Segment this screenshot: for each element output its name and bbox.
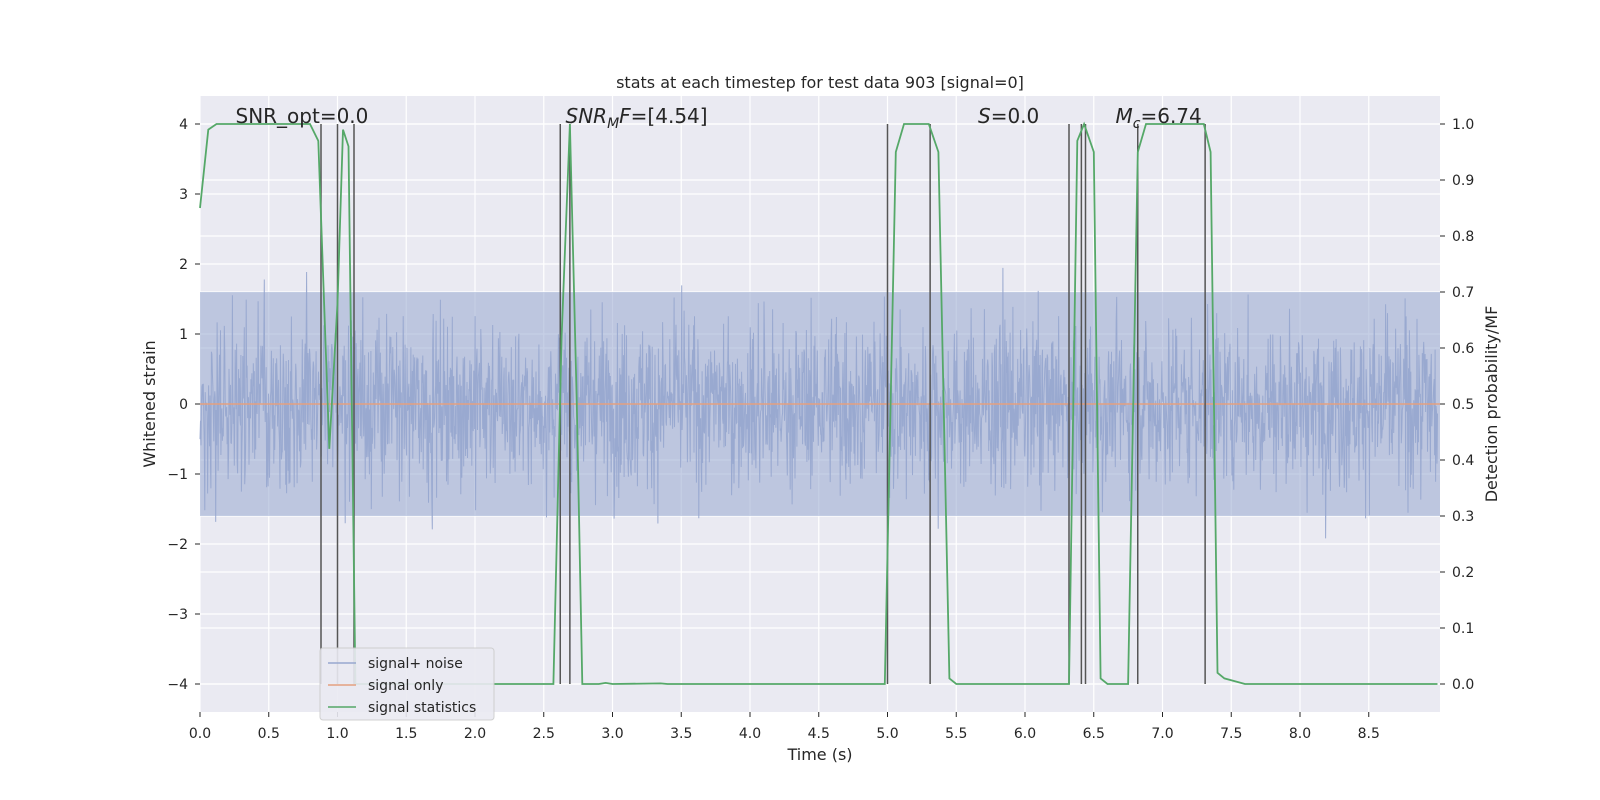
y-tick-label: 2: [179, 257, 188, 273]
y2-tick-label: 0.6: [1452, 341, 1474, 357]
detection-markers: [320, 124, 1206, 684]
x-tick-label: 6.0: [1014, 726, 1036, 742]
y-tick-label: 4: [179, 117, 188, 133]
x-tick-label: 1.0: [326, 726, 348, 742]
y2-axis-label: Detection probability/MF: [1482, 306, 1501, 503]
x-tick-label: 8.0: [1289, 726, 1311, 742]
x-tick-label: 8.5: [1358, 726, 1380, 742]
x-tick-label: 4.0: [739, 726, 761, 742]
annotation: SNR_opt=0.0: [236, 104, 369, 128]
y-tick-label: −3: [167, 607, 188, 623]
y2-tick-label: 0.5: [1452, 397, 1474, 413]
y-axis-label: Whitened strain: [140, 340, 159, 467]
signal-noise-series: [199, 267, 1440, 539]
legend-label-signal-only: signal only: [368, 678, 443, 694]
y-tick-label: 0: [179, 397, 188, 413]
y2-axis-ticks: 0.0 0.1 0.2 0.3 0.4 0.5 0.6 0.7 0.8 0.9 1.0: [1440, 117, 1474, 693]
y2-tick-label: 0.1: [1452, 621, 1474, 637]
y2-tick-label: 1.0: [1452, 117, 1474, 133]
x-tick-label: 7.5: [1220, 726, 1242, 742]
x-axis-ticks: 0.0 0.5 1.0 1.5 2.0 2.5 3.0 3.5 4.0 4.5 5.0 5.5 6.0 6…: [189, 712, 1380, 742]
x-tick-label: 2.5: [533, 726, 555, 742]
x-tick-label: 2.0: [464, 726, 486, 742]
legend-label-signal-noise: signal+ noise: [368, 656, 463, 672]
annotation: SNRMF=[4.54]: [566, 104, 708, 132]
signal-statistics-series: [199, 121, 1438, 685]
x-tick-label: 3.5: [670, 726, 692, 742]
y2-tick-label: 0.4: [1452, 453, 1474, 469]
x-tick-label: 7.0: [1151, 726, 1173, 742]
x-tick-label: 5.0: [876, 726, 898, 742]
x-tick-label: 6.5: [1083, 726, 1105, 742]
y-tick-label: −1: [167, 467, 188, 483]
x-tick-label: 3.0: [601, 726, 623, 742]
annotation: S=0.0: [978, 104, 1039, 128]
y-tick-label: −4: [167, 677, 188, 693]
annotations: SNR_opt=0.0 SNRMF=[4.54] S=0.0 Mc=6.74: [236, 104, 1202, 132]
annotation: Mc=6.74: [1116, 104, 1202, 132]
y2-tick-label: 0.3: [1452, 509, 1474, 525]
legend: signal+ noise signal only signal statist…: [319, 647, 495, 721]
legend-label-signal-statistics: signal statistics: [368, 700, 476, 716]
y-axis-ticks: −4 −3 −2 −1 0 1 2 3 4: [167, 117, 200, 693]
y-tick-label: −2: [167, 537, 188, 553]
chart-title: stats at each timestep for test data 903…: [616, 73, 1024, 92]
y2-tick-label: 0.0: [1452, 677, 1474, 693]
y2-tick-label: 0.7: [1452, 285, 1474, 301]
x-tick-label: 1.5: [395, 726, 417, 742]
y-tick-label: 1: [179, 327, 188, 343]
signal-statistics-line: [199, 121, 1438, 685]
y2-tick-label: 0.8: [1452, 229, 1474, 245]
x-tick-label: 0.0: [189, 726, 211, 742]
y2-tick-label: 0.9: [1452, 173, 1474, 189]
y2-tick-label: 0.2: [1452, 565, 1474, 581]
x-axis-label: Time (s): [786, 745, 852, 764]
y-tick-label: 3: [179, 187, 188, 203]
x-tick-label: 4.5: [808, 726, 830, 742]
legend-box: [319, 647, 495, 721]
x-tick-label: 0.5: [258, 726, 280, 742]
x-tick-label: 5.5: [945, 726, 967, 742]
